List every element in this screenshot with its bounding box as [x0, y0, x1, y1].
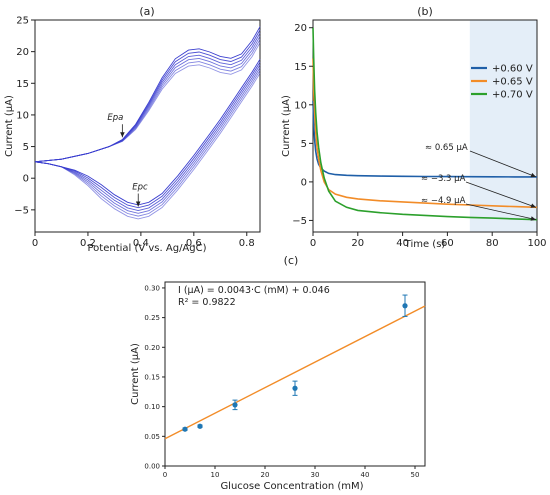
steady-state-arrow-head [530, 203, 536, 208]
cv-cathodic-sweep [34, 64, 261, 211]
panel-b-legend: +0.60 V +0.65 V +0.70 V [471, 64, 533, 101]
panel-a-annotations: Epa Epc [107, 113, 148, 207]
steady-state-label: ≈ −4.9 μA [421, 196, 466, 206]
legend-entry: +0.65 V [492, 77, 533, 88]
panel-b-y-tick-label: 0 [301, 177, 307, 188]
cv-anodic-sweep [34, 42, 261, 163]
panel-a-y-tick-label: −5 [14, 205, 29, 216]
panel-a-y-tick-label: 15 [16, 79, 29, 90]
panel-c-ticks: 0 10 20 30 40 50 0.00 0.05 0.10 0.15 0.20 0.25 0.30 [144, 284, 419, 479]
data-point [292, 385, 298, 391]
panel-b-x-tick-label: 40 [396, 238, 409, 249]
panel-b-x-tick-label: 0 [310, 238, 316, 249]
panel-b-plot-area [312, 27, 538, 221]
panel-c-x-tick-label: 10 [211, 471, 220, 479]
panel-a-frame [34, 19, 261, 233]
panel-c-fit-equation: I (μA) = 0.0043·C (mM) + 0.046 [178, 285, 330, 296]
cv-cathodic-sweep [34, 61, 261, 209]
panel-a-y-tick-label: 0 [23, 174, 29, 185]
epc-label: Epc [132, 183, 148, 193]
panel-c: (c) 0 10 20 30 40 500.000.050.100.150.200.250… [130, 254, 426, 492]
panel-b-y-tick-label: 15 [294, 62, 307, 73]
data-point [232, 402, 238, 408]
panel-a-x-tick-label: 0.4 [133, 238, 149, 249]
cv-cathodic-sweep [34, 67, 261, 214]
steady-state-arrow-line [469, 150, 537, 178]
panel-a-x-tick-label: 0.2 [80, 238, 96, 249]
steady-state-label: ≈ 0.65 μA [425, 143, 468, 153]
cv-cathodic-sweep [34, 59, 261, 206]
panel-c-y-tick-label: 0.20 [144, 344, 160, 352]
panel-a-x-tick-label: 0.8 [239, 238, 255, 249]
panel-c-title: (c) [284, 254, 299, 267]
panel-a-y-tick-label: 25 [16, 16, 29, 27]
steady-state-arrow-line [465, 181, 537, 208]
panel-c-x-tick-label: 0 [163, 471, 167, 479]
data-point [402, 303, 408, 309]
panel-c-r-squared: R² = 0.9822 [178, 297, 236, 308]
panel-b-x-axis-label: Time (s) [404, 239, 446, 250]
panel-c-y-axis-label: Current (μA) [130, 343, 141, 405]
epa-label: Epa [107, 113, 123, 123]
panel-b-y-axis-label: Current (μA) [281, 95, 292, 157]
steady-state-arrow-head [530, 172, 536, 178]
panel-c-y-tick-label: 0.10 [144, 403, 160, 411]
cv-cathodic-sweep [34, 73, 261, 220]
epc-arrow-head [135, 201, 141, 207]
series-line [312, 100, 537, 178]
fit-line [164, 305, 426, 440]
panel-b-y-tick-label: 5 [301, 139, 307, 150]
panel-b-y-tick-label: 10 [294, 100, 307, 111]
panel-b-frame [312, 19, 538, 233]
legend-entry: +0.70 V [492, 90, 533, 101]
panel-a-ticks: 0 0.2 0.4 0.6 0.8 −5 0 5 10 15 20 25 [14, 16, 254, 250]
panel-b-x-tick-label: 80 [486, 238, 499, 249]
panel-b-x-tick-label: 60 [441, 238, 454, 249]
panel-a-x-tick-label: 0 [32, 238, 38, 249]
panel-a-y-tick-label: 5 [23, 142, 29, 153]
panel-c-y-tick-label: 0.05 [144, 433, 160, 441]
panel-a-x-tick-label: 0.6 [186, 238, 202, 249]
panel-a-y-axis-label: Current (μA) [4, 95, 15, 157]
steady-state-arrow-line [465, 203, 537, 221]
panel-b-title: (b) [417, 5, 433, 18]
panel-b-y-tick-label: 20 [294, 23, 307, 34]
panel-c-y-tick-label: 0.00 [144, 463, 160, 471]
panel-a-plot-area [34, 26, 261, 220]
panel-b-x-tick-label: 20 [351, 238, 364, 249]
panel-c-x-tick-label: 40 [361, 471, 370, 479]
panel-c-x-tick-label: 20 [261, 471, 270, 479]
panel-b-annotations: ≈ 0.65 μA ≈ −3.3 μA ≈ −4.9 μA [421, 143, 537, 221]
legend-entry: +0.60 V [492, 64, 533, 75]
steady-state-label: ≈ −3.3 μA [421, 174, 466, 184]
panel-a-y-tick-label: 10 [16, 110, 29, 121]
panel-c-x-axis-label: Glucose Concentration (mM) [220, 481, 363, 492]
panel-c-y-tick-label: 0.15 [144, 373, 160, 381]
panel-b-x-tick-label: 100 [527, 238, 546, 249]
panel-b-y-tick-label: −5 [292, 216, 307, 227]
panel-c-y-tick-label: 0.25 [144, 314, 160, 322]
epa-arrow-head [120, 132, 125, 138]
panel-c-x-tick-label: 50 [411, 471, 420, 479]
panel-b-shaded-region [469, 20, 537, 232]
panel-c-x-tick-label: 30 [311, 471, 320, 479]
series-line [312, 58, 538, 209]
data-point [197, 423, 203, 429]
series-line [312, 27, 538, 221]
data-point [182, 426, 188, 432]
panel-a: (a) 0 0.2 0.4 0.6 0.8 −5 0 5 10 15 20 25 Potential … [4, 5, 261, 254]
panel-c-plot-area [164, 294, 426, 440]
panel-c-y-tick-label: 0.30 [144, 284, 160, 292]
panel-a-y-tick-label: 20 [16, 47, 29, 58]
panel-a-title: (a) [139, 5, 154, 18]
panel-c-frame [164, 281, 426, 467]
steady-state-arrow-head [530, 216, 536, 221]
panel-a-x-axis-label: Potential (V vs. Ag/AgC) [87, 243, 206, 254]
cv-cathodic-sweep [34, 70, 261, 217]
